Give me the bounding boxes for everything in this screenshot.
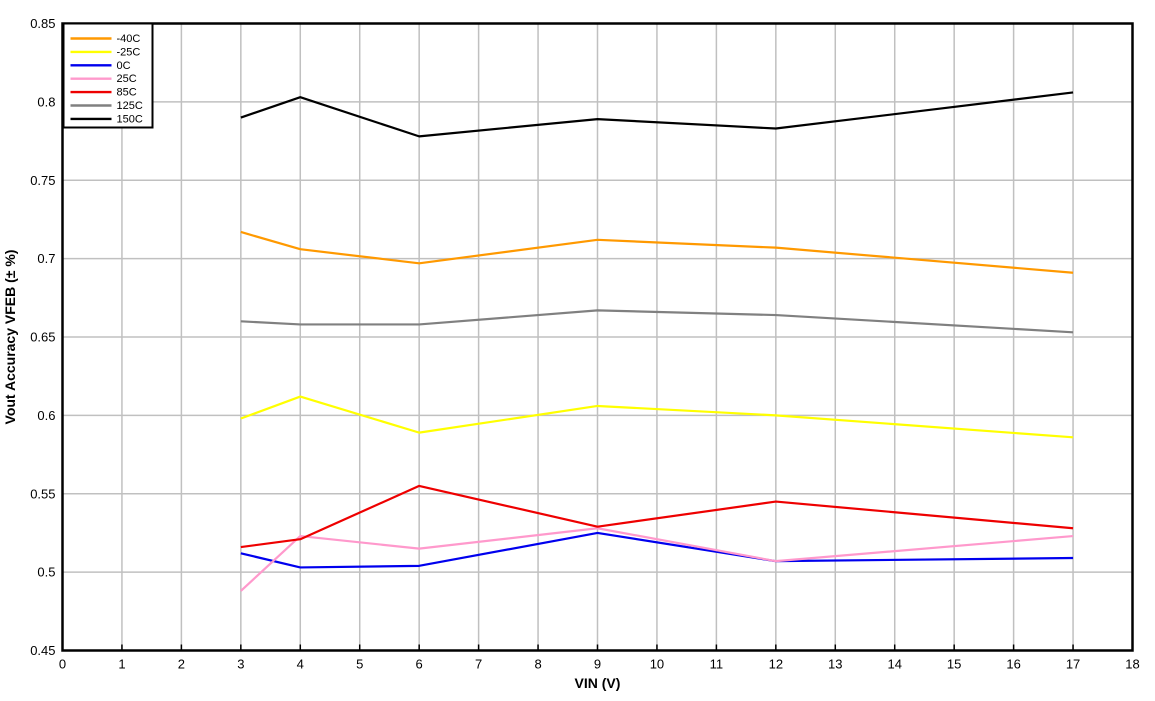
legend-label-0C: 0C: [117, 60, 131, 72]
x-tick-label: 2: [178, 657, 185, 672]
legend-label-150C: 150C: [117, 113, 143, 125]
x-tick-label: 10: [650, 657, 664, 672]
x-tick-label: 0: [59, 657, 66, 672]
legend-label-125C: 125C: [117, 100, 143, 112]
series-line-125C: [240, 309, 1074, 334]
series-line-85C: [240, 484, 1074, 549]
series-line--40C: [240, 230, 1074, 274]
y-tick-label: 0.85: [30, 16, 55, 31]
y-tick-label: 0.55: [30, 486, 55, 501]
x-tick-label: 3: [237, 657, 244, 672]
x-tick-label: 16: [1006, 657, 1020, 672]
x-tick-label: 5: [356, 657, 363, 672]
x-axis-title: VIN (V): [574, 675, 621, 691]
x-tick-label: 1: [118, 657, 125, 672]
x-tick-label: 8: [534, 657, 541, 672]
series-line--25C: [240, 395, 1074, 439]
y-tick-label: 0.6: [37, 408, 55, 423]
x-tick-label: 15: [947, 657, 961, 672]
x-tick-label: 6: [416, 657, 423, 672]
x-tick-label: 17: [1066, 657, 1080, 672]
y-axis-title: Vout Accuracy VFEB (± %): [2, 249, 18, 425]
y-tick-label: 0.7: [37, 251, 55, 266]
y-tick-label: 0.45: [30, 643, 55, 658]
x-tick-label: 14: [887, 657, 901, 672]
y-tick-label: 0.75: [30, 173, 55, 188]
y-tick-label: 0.65: [30, 330, 55, 345]
series-line-25C: [240, 527, 1074, 592]
x-tick-label: 13: [828, 657, 842, 672]
legend-label--25C: -25C: [117, 46, 141, 58]
x-tick-label: 12: [769, 657, 783, 672]
legend-box: [62, 22, 154, 129]
y-tick-label: 0.5: [37, 565, 55, 580]
x-tick-label: 4: [297, 657, 304, 672]
legend-label--40C: -40C: [117, 33, 141, 45]
x-tick-label: 18: [1125, 657, 1139, 672]
x-tick-label: 11: [710, 657, 724, 672]
x-tick-label: 7: [475, 657, 482, 672]
series-line-0C: [240, 531, 1074, 569]
x-tick-label: 9: [594, 657, 601, 672]
legend-label-25C: 25C: [117, 73, 137, 85]
legend-label-85C: 85C: [117, 87, 137, 99]
series-line-150C: [240, 91, 1074, 138]
y-tick-label: 0.8: [37, 94, 55, 109]
